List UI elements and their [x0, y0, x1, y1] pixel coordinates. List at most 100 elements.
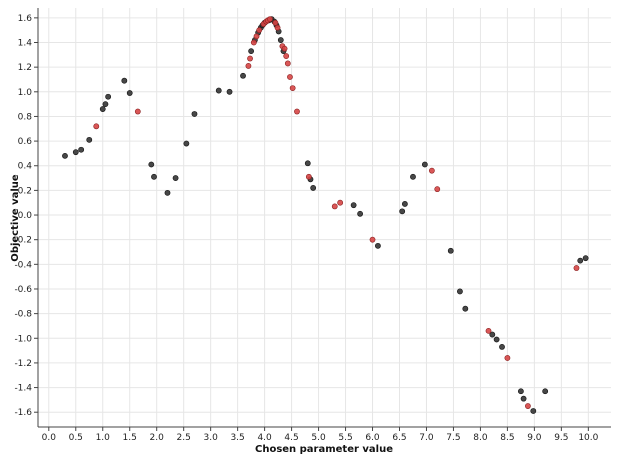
- data-point: [310, 185, 317, 191]
- y-tick-label: 0.6: [18, 137, 33, 147]
- grid-layer: [38, 8, 611, 427]
- x-tick-label: 6.0: [365, 433, 380, 443]
- data-point: [573, 265, 580, 271]
- data-point: [582, 255, 589, 262]
- data-point: [517, 388, 524, 395]
- data-point: [457, 288, 463, 295]
- data-point: [281, 45, 288, 52]
- y-tick-label: -0.8: [14, 310, 32, 320]
- x-tick-label: 4.0: [257, 433, 272, 443]
- tick-layer: 0.0 0.5 1.0 1.5 2.0 2.5 3.0 3.5 4.0 4.5 5.0 5.5 6.0 6…: [14, 14, 598, 443]
- data-point: [283, 53, 290, 59]
- data-point: [148, 161, 155, 168]
- y-tick-label: 1.0: [18, 88, 33, 98]
- data-point: [274, 24, 281, 31]
- y-tick-label: 1.6: [18, 14, 33, 24]
- data-point: [434, 186, 441, 193]
- y-tick-label: 0.0: [18, 211, 33, 221]
- y-tick-label: 1.2: [18, 63, 32, 73]
- series-1: [93, 16, 580, 409]
- y-tick-label: 0.2: [18, 186, 32, 196]
- data-point: [134, 108, 141, 115]
- x-tick-label: 7.0: [419, 433, 434, 443]
- data-point: [86, 136, 93, 143]
- data-point: [520, 395, 527, 402]
- data-point: [102, 101, 109, 108]
- data-point: [121, 77, 128, 84]
- y-tick-label: -0.6: [14, 285, 32, 295]
- x-tick-label: 0.5: [69, 433, 83, 443]
- data-point: [72, 149, 79, 156]
- x-tick-label: 2.0: [150, 433, 165, 443]
- x-tick-label: 7.5: [446, 433, 460, 443]
- data-point: [62, 152, 68, 159]
- x-tick-label: 8.5: [500, 433, 514, 443]
- y-axis-title: Objective value: [10, 174, 21, 262]
- y-tick-label: 0.4: [18, 162, 33, 172]
- data-point: [256, 27, 263, 34]
- y-tick-label: -1.2: [14, 359, 32, 369]
- data-point: [126, 90, 133, 96]
- x-tick-label: 9.5: [554, 433, 568, 443]
- data-point: [462, 305, 469, 312]
- data-point: [248, 48, 255, 55]
- data-point: [357, 210, 364, 217]
- data-point: [331, 203, 338, 210]
- y-tick-label: 1.4: [18, 39, 33, 49]
- data-point: [215, 87, 222, 94]
- data-point: [337, 199, 344, 206]
- x-tick-label: 1.0: [96, 433, 111, 443]
- data-point: [284, 60, 291, 67]
- data-point: [410, 173, 416, 180]
- data-point: [267, 16, 273, 22]
- axis-layer: [37, 8, 611, 428]
- data-point: [542, 388, 549, 395]
- y-tick-label: -1.6: [14, 408, 32, 418]
- y-tick-label: -1.0: [14, 334, 32, 344]
- x-tick-label: 0.0: [42, 433, 57, 443]
- data-point: [305, 173, 312, 180]
- x-axis-title: Chosen parameter value: [255, 444, 393, 455]
- data-point: [240, 72, 246, 79]
- data-point: [99, 106, 106, 112]
- y-tick-label: -1.4: [14, 384, 32, 394]
- data-point: [183, 140, 190, 147]
- data-point: [294, 108, 300, 115]
- data-point: [499, 343, 505, 350]
- data-point: [350, 202, 357, 209]
- data-point: [172, 175, 179, 181]
- data-point: [577, 257, 584, 264]
- x-tick-label: 8.0: [473, 433, 488, 443]
- data-point: [226, 88, 233, 95]
- data-point: [272, 19, 279, 26]
- data-point: [277, 37, 284, 43]
- x-tick-label: 3.5: [230, 433, 244, 443]
- x-tick-label: 10.0: [578, 433, 598, 443]
- x-tick-label: 1.5: [123, 433, 137, 443]
- data-point: [247, 55, 253, 62]
- data-point: [421, 161, 428, 168]
- data-point: [289, 85, 296, 92]
- x-tick-label: 3.0: [203, 433, 218, 443]
- data-point: [485, 327, 492, 334]
- data-point: [428, 167, 435, 174]
- data-point: [489, 331, 496, 338]
- data-point: [493, 336, 500, 343]
- data-point: [78, 146, 85, 153]
- x-tick-label: 2.5: [177, 433, 191, 443]
- y-tick-label: -0.2: [14, 236, 32, 246]
- data-point: [105, 93, 112, 100]
- data-point: [93, 123, 100, 130]
- data-point: [245, 63, 252, 69]
- data-point: [287, 74, 293, 80]
- data-point: [250, 39, 257, 46]
- y-tick-label: -0.4: [14, 260, 32, 270]
- data-point: [504, 355, 511, 361]
- data-point: [530, 408, 537, 414]
- point-layer: [62, 16, 589, 414]
- x-tick-label: 9.0: [527, 433, 542, 443]
- x-tick-label: 5.0: [311, 433, 326, 443]
- data-point: [304, 160, 311, 167]
